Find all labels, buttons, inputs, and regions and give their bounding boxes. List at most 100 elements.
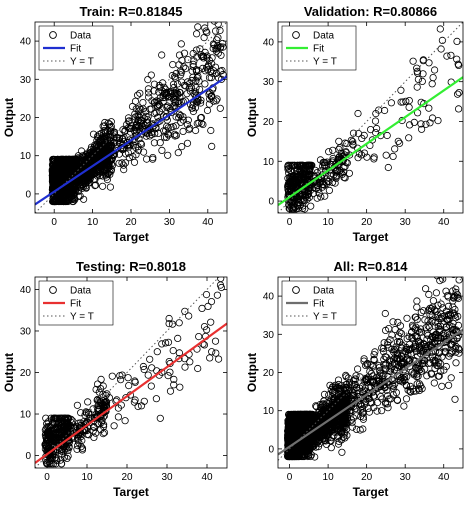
data-point [453,37,461,46]
data-point [168,320,177,328]
data-point [60,414,69,422]
x-tick-label: 20 [361,217,373,228]
data-point [144,85,152,93]
legend-label: Fit [313,44,324,55]
data-point [181,307,189,315]
x-axis-label: Target [353,230,389,244]
data-point [73,401,82,409]
data-point [204,62,212,71]
data-point [133,121,141,129]
x-tick-label: 30 [400,217,412,228]
data-point [161,94,169,102]
data-point [56,196,64,204]
data-point [372,124,381,133]
data-point [70,195,78,203]
data-point [178,143,186,151]
data-point [77,409,85,417]
data-point [426,119,434,127]
data-point [154,113,162,121]
data-point [134,402,142,411]
data-point [144,371,152,379]
data-point [189,60,197,68]
panel-title: Testing: R=0.8018 [76,259,186,274]
data-point [349,129,358,137]
data-point [143,126,151,134]
data-point [212,349,220,357]
data-point [203,54,211,62]
data-point [389,152,397,160]
data-point [96,397,104,405]
data-point [85,409,93,417]
data-point [400,402,408,410]
data-point [203,106,212,115]
data-point [175,354,183,363]
fit-line [35,322,227,464]
data-point [164,338,173,346]
data-point [99,168,107,176]
data-point [434,342,442,351]
data-point [217,277,225,282]
data-point [125,117,133,125]
data-point [179,116,187,124]
data-point [95,397,103,405]
data-point [220,15,226,21]
data-point [425,59,433,67]
data-point [335,437,343,446]
data-point [169,346,177,355]
data-point [207,297,216,306]
data-point [196,45,204,53]
data-point [48,460,56,468]
data-point [146,132,154,140]
data-point [89,130,98,138]
x-axis-label: Target [113,485,149,499]
data-point [57,460,66,468]
data-point [67,156,75,164]
data-point [106,120,114,128]
data-point [146,355,154,363]
y-tick-label: 40 [263,37,275,48]
data-point [137,105,145,114]
data-point [313,169,321,177]
data-point [319,178,327,186]
data-point [353,365,362,373]
data-point [120,161,128,169]
data-point [400,366,408,374]
data-point [175,349,183,357]
data-point [77,147,86,155]
data-point [422,120,430,128]
data-point [114,413,123,421]
data-point [217,43,225,51]
data-point [358,405,366,413]
data-point [106,170,114,179]
data-point [342,148,350,156]
data-point [332,167,340,175]
data-point [66,183,74,192]
data-point [418,77,426,86]
data-point [97,398,105,406]
data-point [381,309,389,318]
data-point [409,323,417,331]
data-point [62,155,70,164]
data-point [155,88,163,96]
data-point [165,314,173,323]
data-point [135,104,143,112]
data-point [134,91,142,99]
data-point [50,163,58,171]
data-point [45,448,54,456]
data-point [147,71,155,79]
data-point [177,98,185,106]
y-tick-label: 20 [20,368,32,379]
data-point [152,395,160,403]
data-point [187,83,196,92]
data-point [64,155,73,164]
data-point [124,138,132,146]
data-point [52,186,60,194]
data-point [284,161,292,169]
data-point [83,152,91,160]
data-point [417,120,425,128]
data-point [380,106,389,115]
data-point [335,145,343,153]
data-point [179,127,187,135]
